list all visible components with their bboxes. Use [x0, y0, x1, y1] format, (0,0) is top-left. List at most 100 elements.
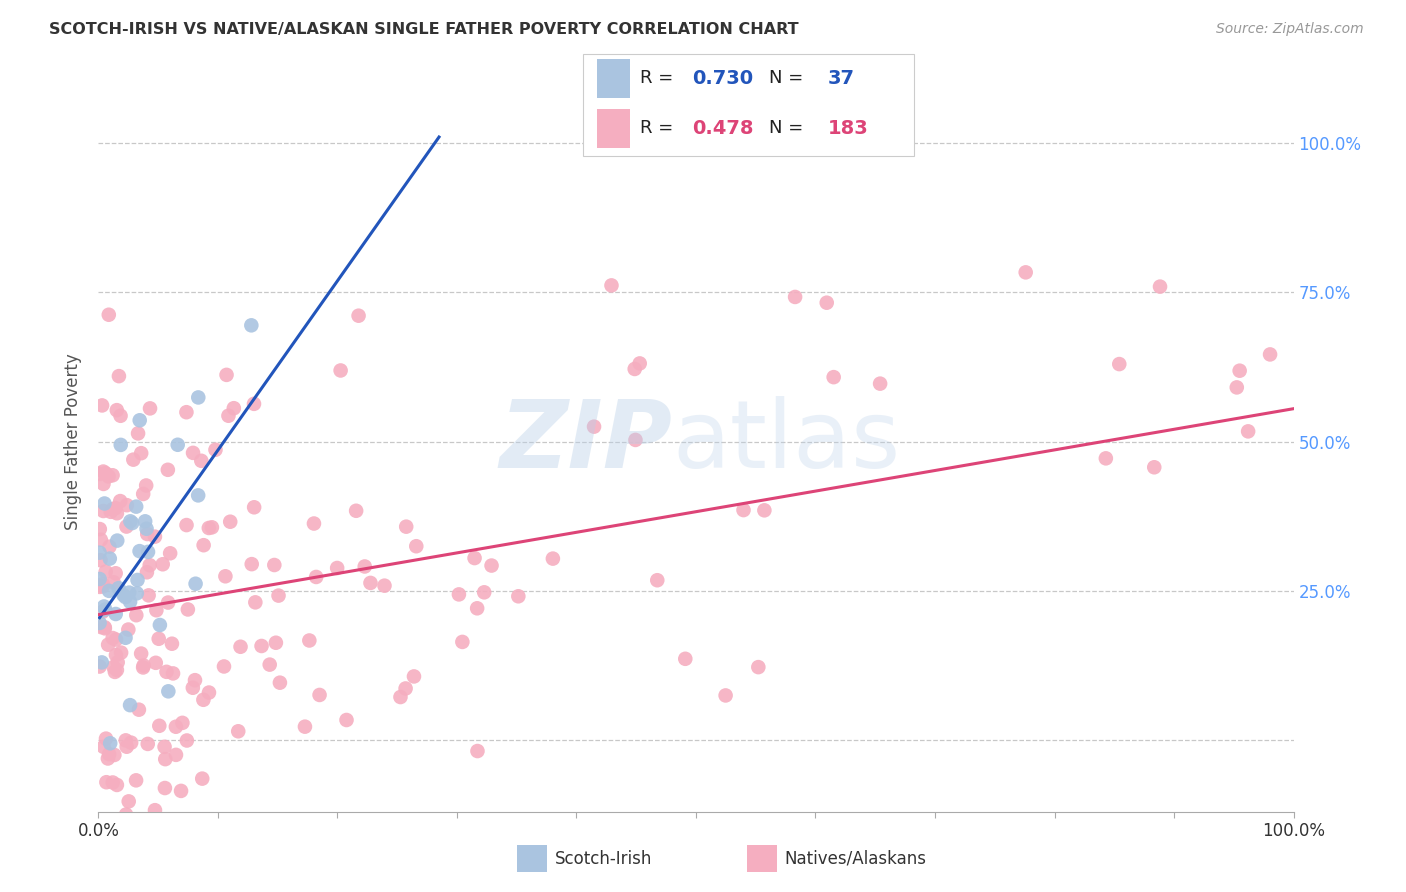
Point — [815, 295, 838, 310]
Point — [105, 778, 128, 792]
Point — [97, 638, 120, 652]
Point — [89, 615, 111, 630]
Point — [329, 363, 352, 377]
Point — [105, 663, 128, 677]
Point — [176, 733, 198, 747]
Point — [465, 601, 488, 615]
Point — [193, 538, 215, 552]
Point — [267, 589, 290, 603]
Point — [96, 775, 118, 789]
Point — [541, 551, 564, 566]
Point — [405, 539, 427, 553]
Point — [156, 463, 179, 477]
Point — [145, 656, 167, 670]
Point — [136, 737, 159, 751]
Point — [110, 646, 132, 660]
Point — [1237, 425, 1260, 439]
Point — [89, 467, 111, 481]
Text: atlas: atlas — [672, 395, 900, 488]
Point — [127, 573, 149, 587]
Point — [165, 747, 187, 762]
Point — [101, 502, 124, 516]
Point — [91, 577, 114, 591]
Point — [115, 807, 138, 822]
Point — [104, 607, 127, 621]
Point — [172, 715, 194, 730]
Point — [869, 376, 891, 391]
Point — [294, 720, 316, 734]
Point — [184, 576, 207, 591]
Point — [94, 621, 117, 635]
Point — [89, 553, 111, 567]
Point — [98, 551, 121, 566]
Point — [305, 570, 328, 584]
Point — [118, 585, 141, 599]
Point — [226, 724, 249, 739]
Point — [181, 446, 204, 460]
Point — [335, 713, 357, 727]
Point — [122, 452, 145, 467]
Point — [222, 401, 245, 416]
Text: Scotch-Irish: Scotch-Irish — [555, 849, 652, 868]
Point — [104, 501, 127, 516]
Point — [97, 751, 120, 765]
Point — [107, 656, 129, 670]
Point — [823, 370, 845, 384]
Point — [98, 851, 121, 865]
Point — [1015, 265, 1038, 279]
Point — [451, 635, 474, 649]
Text: SCOTCH-IRISH VS NATIVE/ALASKAN SINGLE FATHER POVERTY CORRELATION CHART: SCOTCH-IRISH VS NATIVE/ALASKAN SINGLE FA… — [49, 22, 799, 37]
Point — [125, 500, 148, 514]
Point — [177, 602, 200, 616]
Point — [125, 608, 148, 623]
Text: 183: 183 — [828, 119, 869, 138]
Point — [1226, 380, 1249, 394]
Point — [89, 580, 111, 594]
Point — [583, 419, 606, 434]
Point — [110, 409, 132, 423]
Point — [673, 652, 696, 666]
Point — [129, 446, 152, 460]
Point — [481, 558, 503, 573]
Point — [204, 442, 226, 457]
Point — [120, 736, 142, 750]
Text: R =: R = — [640, 120, 679, 137]
Point — [94, 731, 117, 746]
Point — [155, 665, 177, 679]
Point — [162, 666, 184, 681]
Point — [166, 438, 188, 452]
Point — [143, 530, 166, 544]
Point — [290, 830, 312, 845]
Point — [114, 590, 136, 604]
Text: N =: N = — [769, 70, 808, 87]
Point — [105, 506, 128, 520]
Point — [90, 533, 112, 547]
Point — [264, 636, 287, 650]
Point — [359, 575, 381, 590]
Point — [107, 581, 129, 595]
Point — [198, 521, 221, 535]
Point — [91, 579, 114, 593]
Point — [98, 747, 121, 761]
Text: R =: R = — [640, 70, 679, 87]
Point — [298, 633, 321, 648]
Point — [1229, 364, 1251, 378]
Point — [149, 618, 172, 632]
Point — [110, 438, 132, 452]
Point — [132, 487, 155, 501]
Point — [157, 684, 180, 698]
Point — [132, 658, 155, 673]
Point — [326, 561, 349, 575]
Point — [344, 504, 367, 518]
Text: Source: ZipAtlas.com: Source: ZipAtlas.com — [1216, 22, 1364, 37]
Point — [269, 675, 291, 690]
Point — [1095, 451, 1118, 466]
Point — [94, 565, 117, 579]
Point — [105, 632, 128, 647]
Point — [94, 466, 117, 480]
Point — [134, 514, 156, 528]
Point — [155, 752, 177, 766]
Point — [136, 527, 159, 541]
Point — [138, 558, 160, 573]
Point — [1108, 357, 1130, 371]
